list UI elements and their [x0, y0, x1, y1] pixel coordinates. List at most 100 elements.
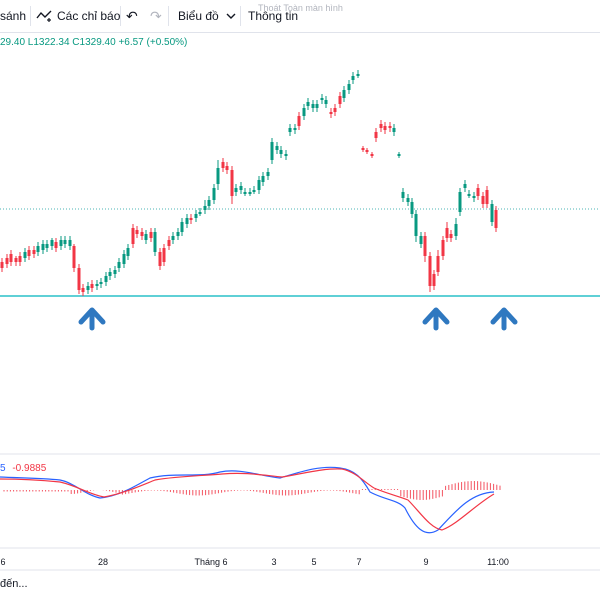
x-axis-label: 7: [356, 557, 362, 567]
signal-line: [0, 468, 495, 531]
candle-body: [180, 222, 184, 232]
candle-body: [320, 98, 324, 100]
redo-button[interactable]: ↷: [150, 0, 162, 32]
macd-line: [0, 466, 495, 534]
candle-body: [297, 116, 301, 126]
candle-body: [99, 282, 103, 284]
candle-body: [288, 128, 292, 132]
candle-body: [347, 84, 351, 90]
loading-status: đến...: [0, 578, 28, 590]
candle-body: [45, 244, 49, 248]
candle-body: [225, 166, 229, 170]
top-toolbar: sánh Các chỉ báo ↶ ↷ Biểu đồ Thông tin T…: [0, 0, 600, 33]
candle-body: [270, 142, 274, 160]
candle-body: [0, 262, 4, 268]
ohlc-legend: 29.40 L1322.34 C1329.40 +6.57 (+0.50%): [0, 37, 188, 48]
candle-body: [441, 240, 445, 256]
candle-body: [351, 76, 355, 80]
candle-body: [333, 108, 337, 112]
compare-button[interactable]: sánh: [0, 0, 26, 32]
candle-body: [108, 272, 112, 276]
candle-body: [9, 254, 13, 262]
candle-body: [428, 256, 432, 286]
chart-menu-button[interactable]: Biểu đồ: [178, 0, 237, 32]
candle-body: [185, 218, 189, 224]
toolbar-divider: [240, 6, 241, 26]
candle-body: [257, 180, 261, 190]
candle-body: [302, 108, 306, 116]
candle-body: [32, 250, 36, 254]
indicators-button[interactable]: Các chỉ báo: [36, 0, 120, 32]
candle-body: [266, 172, 270, 176]
candle-body: [423, 236, 427, 256]
candle-body: [342, 90, 346, 98]
candle-body: [140, 232, 144, 236]
candle-body: [379, 124, 383, 128]
x-axis-label: 6: [0, 557, 6, 567]
indicators-icon: [36, 10, 52, 22]
candle-body: [18, 256, 22, 262]
candle-body: [374, 132, 378, 138]
redo-icon: ↷: [150, 7, 162, 24]
candle-body: [90, 284, 94, 288]
candle-body: [126, 248, 130, 256]
candle-body: [463, 184, 467, 188]
candle-body: [284, 154, 288, 156]
candle-body: [275, 146, 279, 150]
candle-body: [472, 196, 476, 198]
x-axis-label: Tháng 6: [194, 557, 228, 567]
candle-body: [50, 240, 54, 246]
candle-body: [41, 244, 45, 250]
candle-body: [212, 188, 216, 200]
macd-value-b: -0.9885: [12, 463, 47, 474]
candle-body: [315, 104, 319, 108]
candle-body: [481, 196, 485, 204]
candle-body: [388, 126, 392, 128]
candle-body: [449, 234, 453, 238]
candle-body: [23, 252, 27, 258]
candle-body: [189, 218, 193, 220]
candle-body: [338, 96, 342, 104]
toolbar-divider: [168, 6, 169, 26]
compare-label: sánh: [0, 9, 27, 23]
candle-body: [59, 240, 63, 246]
candle-body: [361, 148, 365, 150]
up-arrow-icon: [78, 307, 106, 331]
candle-body: [243, 192, 247, 194]
candle-body: [203, 206, 207, 210]
candle-body: [467, 194, 471, 196]
candle-body: [414, 214, 418, 236]
candle-body: [230, 170, 234, 196]
up-arrow-icon: [490, 307, 518, 331]
undo-button[interactable]: ↶: [126, 0, 138, 32]
candle-body: [397, 154, 401, 156]
candle-body: [36, 246, 40, 252]
candle-body: [324, 100, 328, 104]
info-button[interactable]: Thông tin: [248, 0, 298, 32]
x-axis-label: 9: [423, 557, 429, 567]
candle-body: [494, 210, 498, 228]
candle-body: [104, 276, 108, 282]
candle-body: [95, 284, 99, 286]
candle-body: [454, 224, 458, 236]
candle-body: [122, 254, 126, 264]
candle-body: [198, 212, 202, 214]
toolbar-divider: [120, 6, 121, 26]
candle-body: [176, 232, 180, 236]
candle-body: [458, 192, 462, 212]
candle-body: [419, 236, 423, 244]
candle-body: [63, 240, 67, 244]
candle-body: [162, 248, 166, 262]
candle-body: [77, 268, 81, 290]
candle-body: [436, 256, 440, 272]
candle-body: [485, 190, 489, 204]
candle-body: [86, 286, 90, 290]
x-axis-label: 3: [271, 557, 277, 567]
candle-body: [476, 188, 480, 196]
undo-icon: ↶: [126, 7, 138, 24]
candle-body: [68, 240, 72, 246]
candle-body: [167, 240, 171, 246]
candle-body: [81, 288, 85, 292]
up-arrow-icon: [422, 307, 450, 331]
